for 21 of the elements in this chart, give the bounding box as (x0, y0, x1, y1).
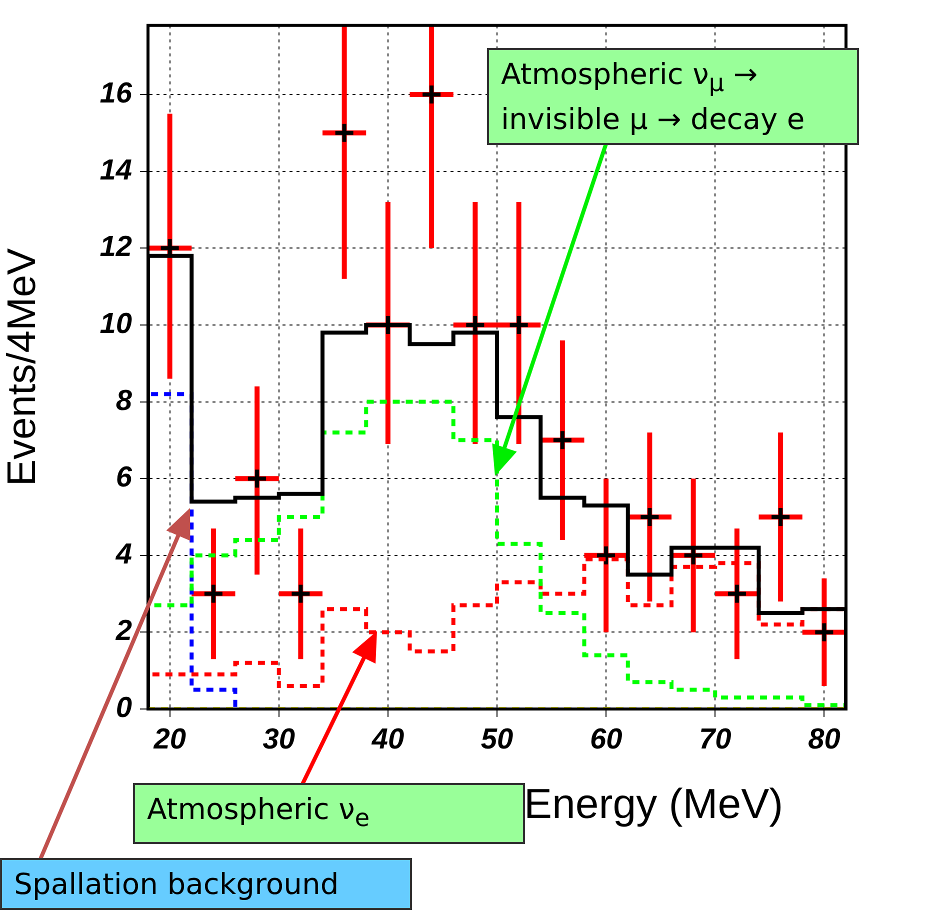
x-axis-title: Energy (MeV) (524, 780, 784, 828)
x-tick-label: 50 (480, 723, 514, 756)
x-tick-label: 40 (370, 723, 404, 756)
y-tick-label: 2 (114, 615, 132, 648)
y-tick-label: 14 (100, 154, 132, 186)
x-tick-label: 60 (590, 723, 622, 756)
text: Atmospheric ν$_{e}$ (133, 783, 525, 844)
x-tick-label: 70 (698, 723, 732, 756)
y-tick-label: 6 (116, 462, 133, 494)
x-tick-label: 20 (152, 723, 186, 756)
text: Spallation background (0, 858, 412, 910)
y-tick-label: 8 (116, 384, 133, 417)
y-axis-title: Events/4MeV (0, 248, 44, 486)
y-tick-label: 0 (116, 692, 132, 724)
y-tick-label: 10 (100, 308, 132, 340)
x-tick-label: 30 (262, 723, 296, 756)
y-tick-label: 4 (114, 538, 132, 570)
y-tick-label: 16 (100, 78, 133, 110)
x-tick-label: 80 (808, 723, 840, 756)
y-tick-label: 12 (100, 231, 132, 264)
annotation: Atmospheric ν$_{μ}$ → invisible μ → decay e (487, 48, 859, 145)
